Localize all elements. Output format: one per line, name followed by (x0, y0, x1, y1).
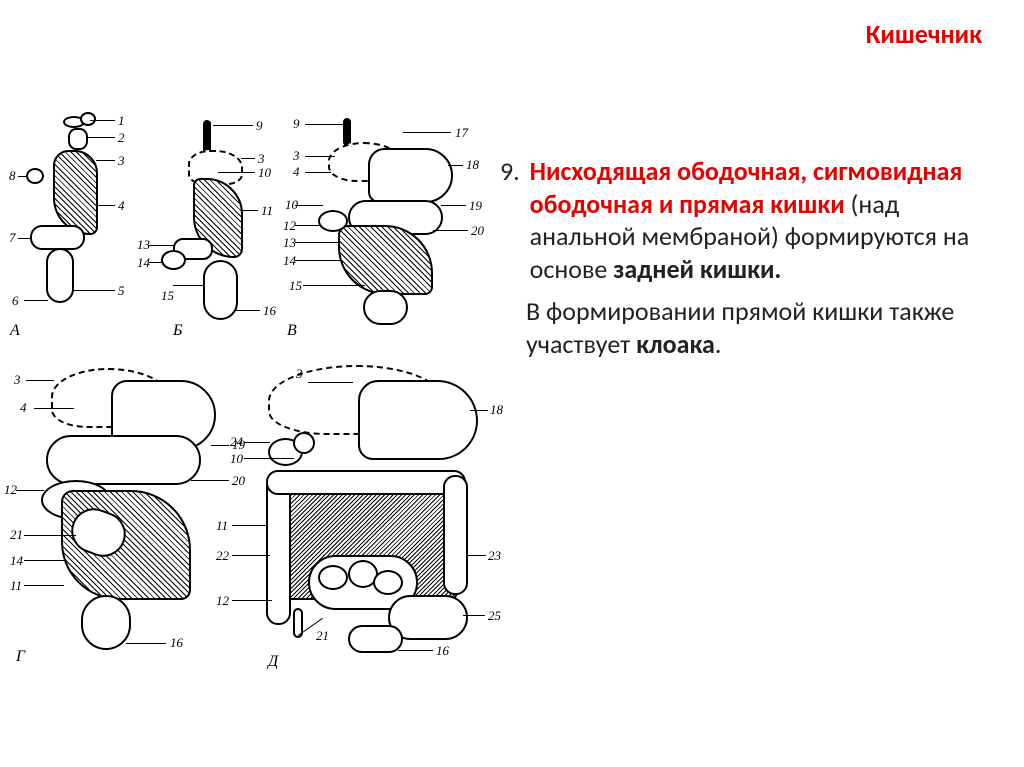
label-1: 1 (118, 113, 125, 129)
panel-a: 1 2 3 4 5 8 7 6 А (18, 110, 133, 340)
label-10d: 10 (230, 451, 243, 467)
p2-end: . (715, 328, 722, 360)
diagram-area: 1 2 3 4 5 8 7 6 А 9 3 10 11 16 13 14 15 … (8, 110, 488, 665)
label-3v: 3 (293, 148, 300, 164)
label-3d: 3 (296, 366, 303, 382)
label-10v: 10 (285, 197, 298, 213)
label-2: 2 (118, 130, 125, 146)
label-11g: 11 (10, 578, 22, 594)
label-16d: 16 (436, 643, 449, 659)
label-11d: 11 (216, 518, 228, 534)
label-15b: 15 (161, 288, 174, 304)
label-15v: 15 (289, 278, 302, 294)
label-23d: 23 (488, 548, 501, 564)
label-13b: 13 (137, 237, 150, 253)
label-16b: 16 (263, 303, 276, 319)
label-11b: 11 (261, 203, 273, 219)
label-8: 8 (9, 168, 16, 184)
label-14b: 14 (137, 255, 150, 271)
label-6: 6 (12, 293, 19, 309)
label-19v: 19 (469, 198, 482, 214)
panel-letter-b: Б (173, 322, 182, 340)
text-column: 9. Нисходящая ободочная, сигмовидная обо… (500, 155, 1000, 360)
label-24d: 24 (230, 434, 243, 450)
label-9v: 9 (293, 116, 300, 132)
label-20v: 20 (471, 223, 484, 239)
panel-letter-a: А (10, 322, 20, 340)
label-4: 4 (118, 198, 125, 214)
label-18d: 18 (490, 402, 503, 418)
page-title: Кишечник (866, 18, 982, 50)
label-7: 7 (9, 230, 16, 246)
panel-v: 17 18 19 20 9 3 4 10 12 13 14 15 В (293, 110, 483, 340)
p1-bold: задней кишки. (613, 253, 781, 285)
label-14g: 14 (10, 553, 23, 569)
label-12d: 12 (216, 593, 229, 609)
label-22d: 22 (216, 548, 229, 564)
panel-d: 3 24 10 11 22 12 21 18 23 25 16 Д (238, 360, 488, 665)
label-3: 3 (118, 153, 125, 169)
p2-bold: клоака (636, 328, 715, 360)
panel-letter-d: Д (268, 653, 278, 671)
label-21g: 21 (10, 527, 23, 543)
panel-letter-g: Г (16, 648, 25, 666)
label-12g: 12 (4, 482, 17, 498)
panel-b: 9 3 10 11 16 13 14 15 Б (143, 110, 283, 340)
label-5: 5 (118, 283, 125, 299)
label-9b: 9 (256, 118, 263, 134)
label-25d: 25 (488, 608, 501, 624)
p2-start: В формировании прямой кишки также участв… (526, 295, 954, 360)
list-number: 9. (500, 155, 526, 188)
panel-letter-v: В (287, 322, 297, 340)
label-4g: 4 (20, 400, 27, 416)
panel-g: 3 4 12 21 14 11 19 20 16 Г (16, 360, 236, 660)
label-18v: 18 (466, 157, 479, 173)
paragraph-2: В формировании прямой кишки также участв… (526, 295, 986, 360)
label-14v: 14 (283, 253, 296, 269)
label-17v: 17 (455, 125, 468, 141)
label-10b: 10 (258, 165, 271, 181)
paragraph-1: Нисходящая ободочная, сигмовидная ободоч… (530, 155, 990, 285)
label-3g: 3 (14, 372, 21, 388)
label-21d: 21 (316, 628, 329, 644)
label-16g: 16 (170, 635, 183, 651)
label-13v: 13 (283, 235, 296, 251)
label-4v: 4 (293, 164, 300, 180)
label-12v: 12 (283, 218, 296, 234)
